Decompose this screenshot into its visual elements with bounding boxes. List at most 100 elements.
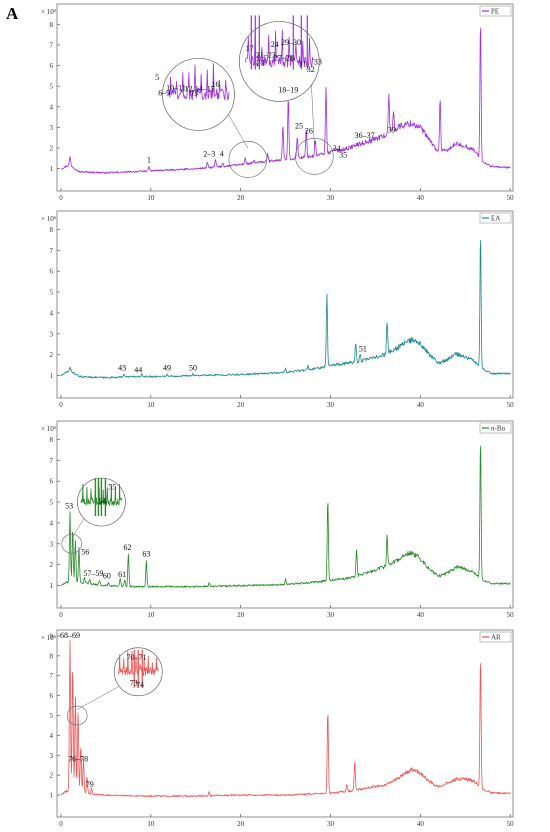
x-tick-label: 0	[59, 194, 63, 202]
plot-frame	[56, 210, 514, 399]
peak-label: 63	[142, 549, 150, 558]
x-tick-label: 30	[327, 820, 335, 828]
legend-label: PE	[491, 8, 499, 16]
zoom-peak-label: 70–71	[126, 653, 146, 662]
y-tick-label: 6	[50, 62, 54, 70]
chart-panel-ea: 1 2 3 4 5 6 7 8 × 10⁶ 0 10 20 30 40 50 EA 43 44 49 50 51	[41, 210, 515, 409]
zoom-target-circle	[228, 141, 268, 178]
zoom-peak-label: 31	[299, 60, 307, 69]
y-tick-label: 4	[50, 732, 54, 740]
peak-label: 2–3	[203, 149, 215, 158]
y-tick-label: 3	[50, 752, 54, 760]
zoomed-trace	[167, 63, 230, 101]
x-tick-label: 20	[237, 194, 245, 202]
peak-label: 49	[163, 363, 171, 372]
y-tick-label: 1	[50, 792, 54, 800]
x-tick-label: 10	[147, 611, 155, 619]
x-tick-label: 30	[327, 401, 335, 409]
zoom-peak-label: 16	[212, 80, 220, 89]
panel-letter: A	[6, 4, 19, 23]
legend-box	[479, 212, 512, 224]
zoom-peak-label: 10–11	[166, 83, 186, 92]
y-tick-label: 5	[50, 83, 54, 91]
zoom-peak-label: 20	[256, 59, 264, 68]
y-multiplier-label: × 10⁶	[41, 634, 57, 642]
peak-label: 76–78	[68, 754, 88, 763]
y-multiplier-label: × 10⁶	[41, 215, 57, 223]
x-tick-label: 50	[507, 611, 515, 619]
peak-label: 43	[118, 363, 126, 372]
y-tick-label: 6	[50, 478, 54, 486]
x-tick-label: 50	[507, 401, 515, 409]
y-tick-label: 7	[50, 672, 54, 680]
plot-frame	[56, 3, 514, 192]
x-tick-label: 20	[237, 820, 245, 828]
legend-label: n-Bu	[491, 425, 506, 433]
zoom-target-circle	[295, 137, 334, 175]
y-tick-label: 8	[50, 226, 54, 234]
legend: PE	[479, 5, 512, 17]
legend: n-Bu	[479, 422, 512, 434]
zoom-peak-label: 5	[155, 73, 159, 82]
legend: EA	[479, 212, 512, 224]
zoom-peak-label: 27–28	[274, 53, 294, 62]
zoom-circle	[162, 58, 235, 131]
y-multiplier-label: × 10⁶	[41, 8, 57, 16]
zoom-target-circle	[61, 534, 83, 554]
peak-label: 25	[295, 121, 303, 130]
peak-label: 79	[86, 780, 94, 789]
x-tick-label: 0	[59, 820, 63, 828]
zoom-peak-label: 32	[307, 65, 315, 74]
zoom-peak-label: 24	[271, 40, 279, 49]
y-tick-label: 3	[50, 540, 54, 548]
y-multiplier-label: × 10⁶	[41, 425, 57, 433]
zoom-peak-label: 21–23	[256, 50, 276, 59]
zoom-peak-label: 12	[185, 84, 193, 93]
y-tick-label: 4	[50, 103, 54, 111]
chromatogram-trace-pe	[60, 27, 511, 174]
zoom-peak-label: 74	[136, 681, 144, 690]
chromatogram-trace-nbu	[60, 445, 511, 588]
peak-label: 62	[123, 543, 131, 552]
y-tick-label: 2	[50, 561, 54, 569]
zoomed-trace	[244, 29, 314, 69]
y-tick-label: 7	[50, 247, 54, 255]
y-tick-label: 5	[50, 712, 54, 720]
zoom-peak-label: 29–30	[281, 38, 301, 47]
zoom-connector	[227, 112, 249, 149]
legend-label: AR	[491, 634, 501, 642]
y-tick-label: 7	[50, 41, 54, 49]
legend: AR	[479, 631, 512, 643]
y-tick-label: 8	[50, 652, 54, 660]
x-tick-label: 0	[59, 401, 63, 409]
y-tick-label: 4	[50, 519, 54, 527]
peak-label: 53	[65, 501, 73, 510]
x-tick-label: 20	[237, 401, 245, 409]
x-tick-label: 10	[147, 820, 155, 828]
y-tick-label: 6	[50, 692, 54, 700]
legend-box	[479, 631, 512, 643]
zoom-target-circle	[66, 705, 88, 726]
y-tick-label: 1	[50, 372, 54, 380]
zoom-connector	[311, 81, 315, 145]
x-tick-label: 50	[507, 194, 515, 202]
y-tick-label: 2	[50, 351, 54, 359]
peak-label: 56	[81, 547, 89, 556]
peak-label: 1	[147, 156, 151, 165]
y-tick-label: 1	[50, 165, 54, 173]
y-tick-label: 5	[50, 289, 54, 297]
chromatogram-trace-ea	[60, 240, 511, 379]
x-tick-label: 40	[417, 401, 425, 409]
peak-label: 61	[118, 570, 126, 579]
peak-label: 26	[305, 127, 313, 136]
zoom-peak-label: 14–15	[195, 84, 215, 93]
chromatogram-trace-ar	[60, 640, 511, 798]
y-tick-label: 6	[50, 268, 54, 276]
x-tick-label: 40	[417, 194, 425, 202]
